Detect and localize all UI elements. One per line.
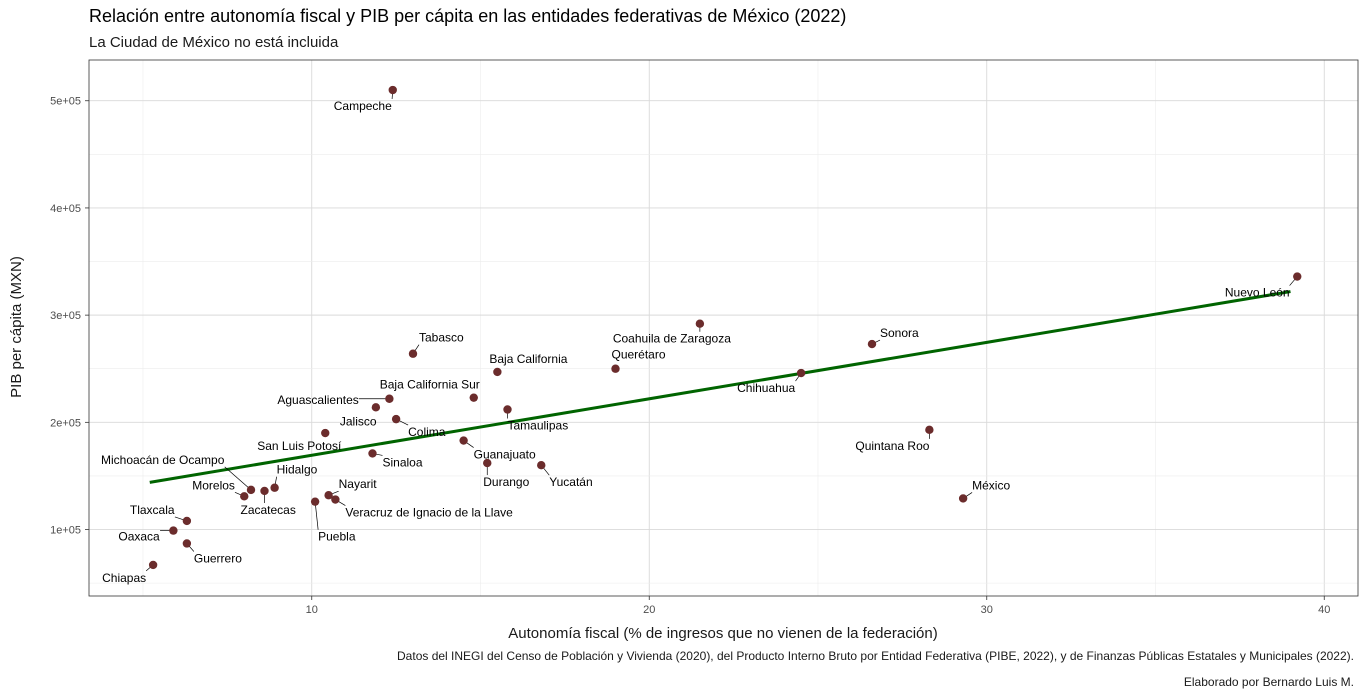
point-label: Querétaro xyxy=(612,348,666,362)
point-label: Colima xyxy=(408,425,446,439)
point-label: Jalisco xyxy=(340,414,377,428)
data-point xyxy=(270,483,279,492)
point-label: Aguascalientes xyxy=(277,393,358,407)
point-label: Zacatecas xyxy=(241,503,296,517)
y-tick-label: 2e+05 xyxy=(50,417,81,429)
data-point xyxy=(240,492,249,501)
point-label: Puebla xyxy=(318,530,356,544)
point-label: Durango xyxy=(483,475,529,489)
data-point xyxy=(459,436,468,445)
point-label: Quintana Roo xyxy=(855,439,929,453)
trend-line xyxy=(149,290,1291,484)
data-point xyxy=(867,339,877,349)
y-axis-ticks: 1e+05 2e+05 3e+05 4e+05 5e+05 xyxy=(50,96,89,537)
data-point xyxy=(537,461,546,470)
point-label: Campeche xyxy=(334,99,392,113)
x-tick-label: 40 xyxy=(1318,604,1330,616)
data-point xyxy=(246,485,256,495)
data-point xyxy=(169,526,178,535)
point-label: Tamaulipas xyxy=(508,418,569,432)
point-label: Chiapas xyxy=(102,571,146,585)
data-point xyxy=(182,516,192,526)
y-tick-label: 5e+05 xyxy=(50,96,81,108)
y-tick-label: 1e+05 xyxy=(50,525,81,537)
plot-panel xyxy=(88,59,1359,597)
data-point xyxy=(1293,272,1302,281)
data-point xyxy=(368,449,377,458)
data-point xyxy=(469,393,478,402)
data-point xyxy=(611,364,620,373)
chart-subtitle: La Ciudad de México no está incluida xyxy=(89,34,339,51)
data-point xyxy=(925,425,934,435)
data-point xyxy=(331,495,340,504)
data-point xyxy=(493,367,502,377)
data-points xyxy=(148,85,1302,570)
point-label: Guerrero xyxy=(194,551,242,565)
x-axis-title: Autonomía fiscal (% de ingresos que no v… xyxy=(508,625,937,642)
data-point xyxy=(385,394,394,403)
data-point xyxy=(796,368,806,378)
data-point xyxy=(148,560,158,570)
point-label: Veracruz de Ignacio de la Llave xyxy=(345,506,513,520)
data-point xyxy=(371,403,381,412)
leader-line xyxy=(224,466,252,491)
point-label: Yucatán xyxy=(549,475,592,489)
source-caption: Datos del INEGI del Censo de Población y… xyxy=(397,649,1354,663)
data-point xyxy=(310,497,320,506)
data-point xyxy=(503,405,512,414)
data-point xyxy=(321,428,330,438)
point-label: Nayarit xyxy=(339,477,378,491)
point-label: Tlaxcala xyxy=(130,503,175,517)
x-axis-ticks: 10 20 30 40 xyxy=(306,596,1330,616)
label-leader-lines xyxy=(145,89,1298,572)
point-label: Baja California xyxy=(489,352,567,366)
point-label: Nuevo León xyxy=(1225,286,1290,300)
data-point xyxy=(324,491,333,500)
x-tick-label: 20 xyxy=(643,604,655,616)
data-point xyxy=(388,85,397,95)
point-label: Sinaloa xyxy=(383,455,423,469)
data-point xyxy=(695,319,705,328)
grid-lines xyxy=(89,60,1358,596)
point-label: Sonora xyxy=(880,326,919,340)
x-tick-label: 30 xyxy=(981,604,993,616)
point-label: Coahuila de Zaragoza xyxy=(613,332,731,346)
point-label: México xyxy=(972,478,1010,492)
point-label: Tabasco xyxy=(419,331,464,345)
chart-title: Relación entre autonomía fiscal y PIB pe… xyxy=(89,6,847,26)
point-label: Morelos xyxy=(192,478,235,492)
data-point xyxy=(408,349,418,358)
data-point xyxy=(958,494,968,503)
point-label: Oaxaca xyxy=(118,530,160,544)
data-point xyxy=(260,486,269,496)
point-label: Guanajuato xyxy=(474,448,536,462)
data-point xyxy=(182,539,192,548)
point-label: Baja California Sur xyxy=(380,378,480,392)
y-tick-label: 4e+05 xyxy=(50,203,81,215)
y-axis-title: PIB per cápita (MXN) xyxy=(8,256,25,398)
leader-line xyxy=(314,501,319,530)
point-labels: Campeche Nuevo León Coahuila de Zaragoza So… xyxy=(101,99,1290,585)
point-label: Hidalgo xyxy=(277,463,318,477)
point-label: Chihuahua xyxy=(737,381,795,395)
author-caption: Elaborado por Bernardo Luis M. xyxy=(1183,675,1354,689)
data-point xyxy=(391,414,401,424)
point-label: Michoacán de Ocampo xyxy=(101,453,225,467)
point-label: San Luis Potosí xyxy=(257,439,342,453)
x-tick-label: 10 xyxy=(306,604,318,616)
data-point xyxy=(483,458,492,468)
y-tick-label: 3e+05 xyxy=(50,310,81,322)
